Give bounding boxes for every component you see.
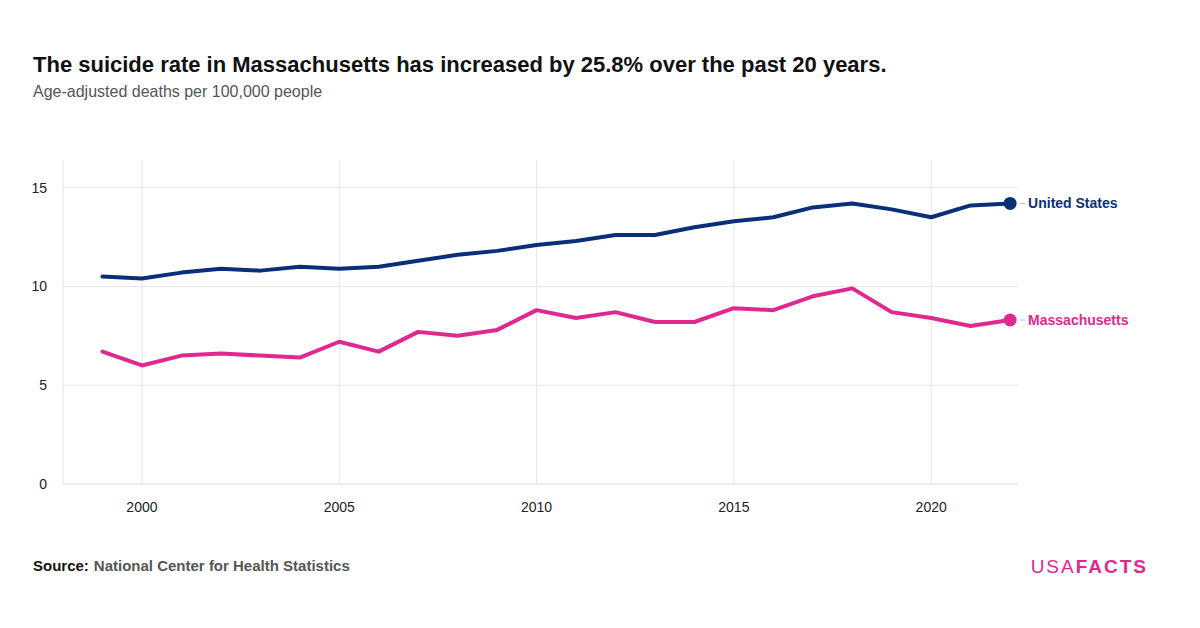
- plot-area: [102, 197, 1016, 365]
- x-grid-line: [141, 160, 142, 484]
- x-tick-label: 2005: [324, 499, 355, 515]
- x-grid-line: [339, 160, 340, 484]
- logo-part: FACTS: [1076, 556, 1148, 577]
- y-grid-line: [63, 187, 1018, 188]
- x-tick-label: 2000: [126, 499, 157, 515]
- subtitle: Age-adjusted deaths per 100,000 people: [33, 83, 322, 100]
- y-grid-line: [63, 484, 1018, 485]
- title: The suicide rate in Massachusetts has in…: [33, 52, 887, 77]
- x-grid-line: [931, 160, 932, 484]
- source: Source: National Center for Health Statis…: [33, 557, 350, 574]
- x-grid-line: [733, 160, 734, 484]
- y-axis-line: [63, 160, 64, 484]
- grid: [63, 160, 1018, 484]
- source-text: National Center for Health Statistics: [94, 557, 350, 574]
- x-axis-line: [63, 484, 1018, 485]
- label-leader: [1020, 203, 1025, 204]
- label-leader: [1020, 320, 1025, 321]
- series-line: [102, 203, 1010, 278]
- series-label: United States: [1028, 195, 1118, 211]
- y-tick-label: 15: [31, 180, 47, 196]
- y-tick-label: 0: [39, 476, 47, 492]
- source-label: Source:: [33, 557, 89, 574]
- series-label: Massachusetts: [1028, 312, 1129, 328]
- logo-part: USA: [1031, 556, 1076, 577]
- y-grid-line: [63, 385, 1018, 386]
- logo: USAFACTS: [1031, 556, 1148, 577]
- end-dot: [1004, 197, 1017, 210]
- end-dot: [1004, 314, 1017, 327]
- series-line: [102, 288, 1010, 365]
- y-tick-label: 5: [39, 377, 47, 393]
- x-tick-label: 2015: [718, 499, 749, 515]
- x-tick-label: 2020: [916, 499, 947, 515]
- chart: The suicide rate in Massachusetts has in…: [0, 0, 1200, 628]
- x-grid-line: [536, 160, 537, 484]
- x-tick-label: 2010: [521, 499, 552, 515]
- y-tick-label: 10: [31, 278, 47, 294]
- y-grid-line: [63, 286, 1018, 287]
